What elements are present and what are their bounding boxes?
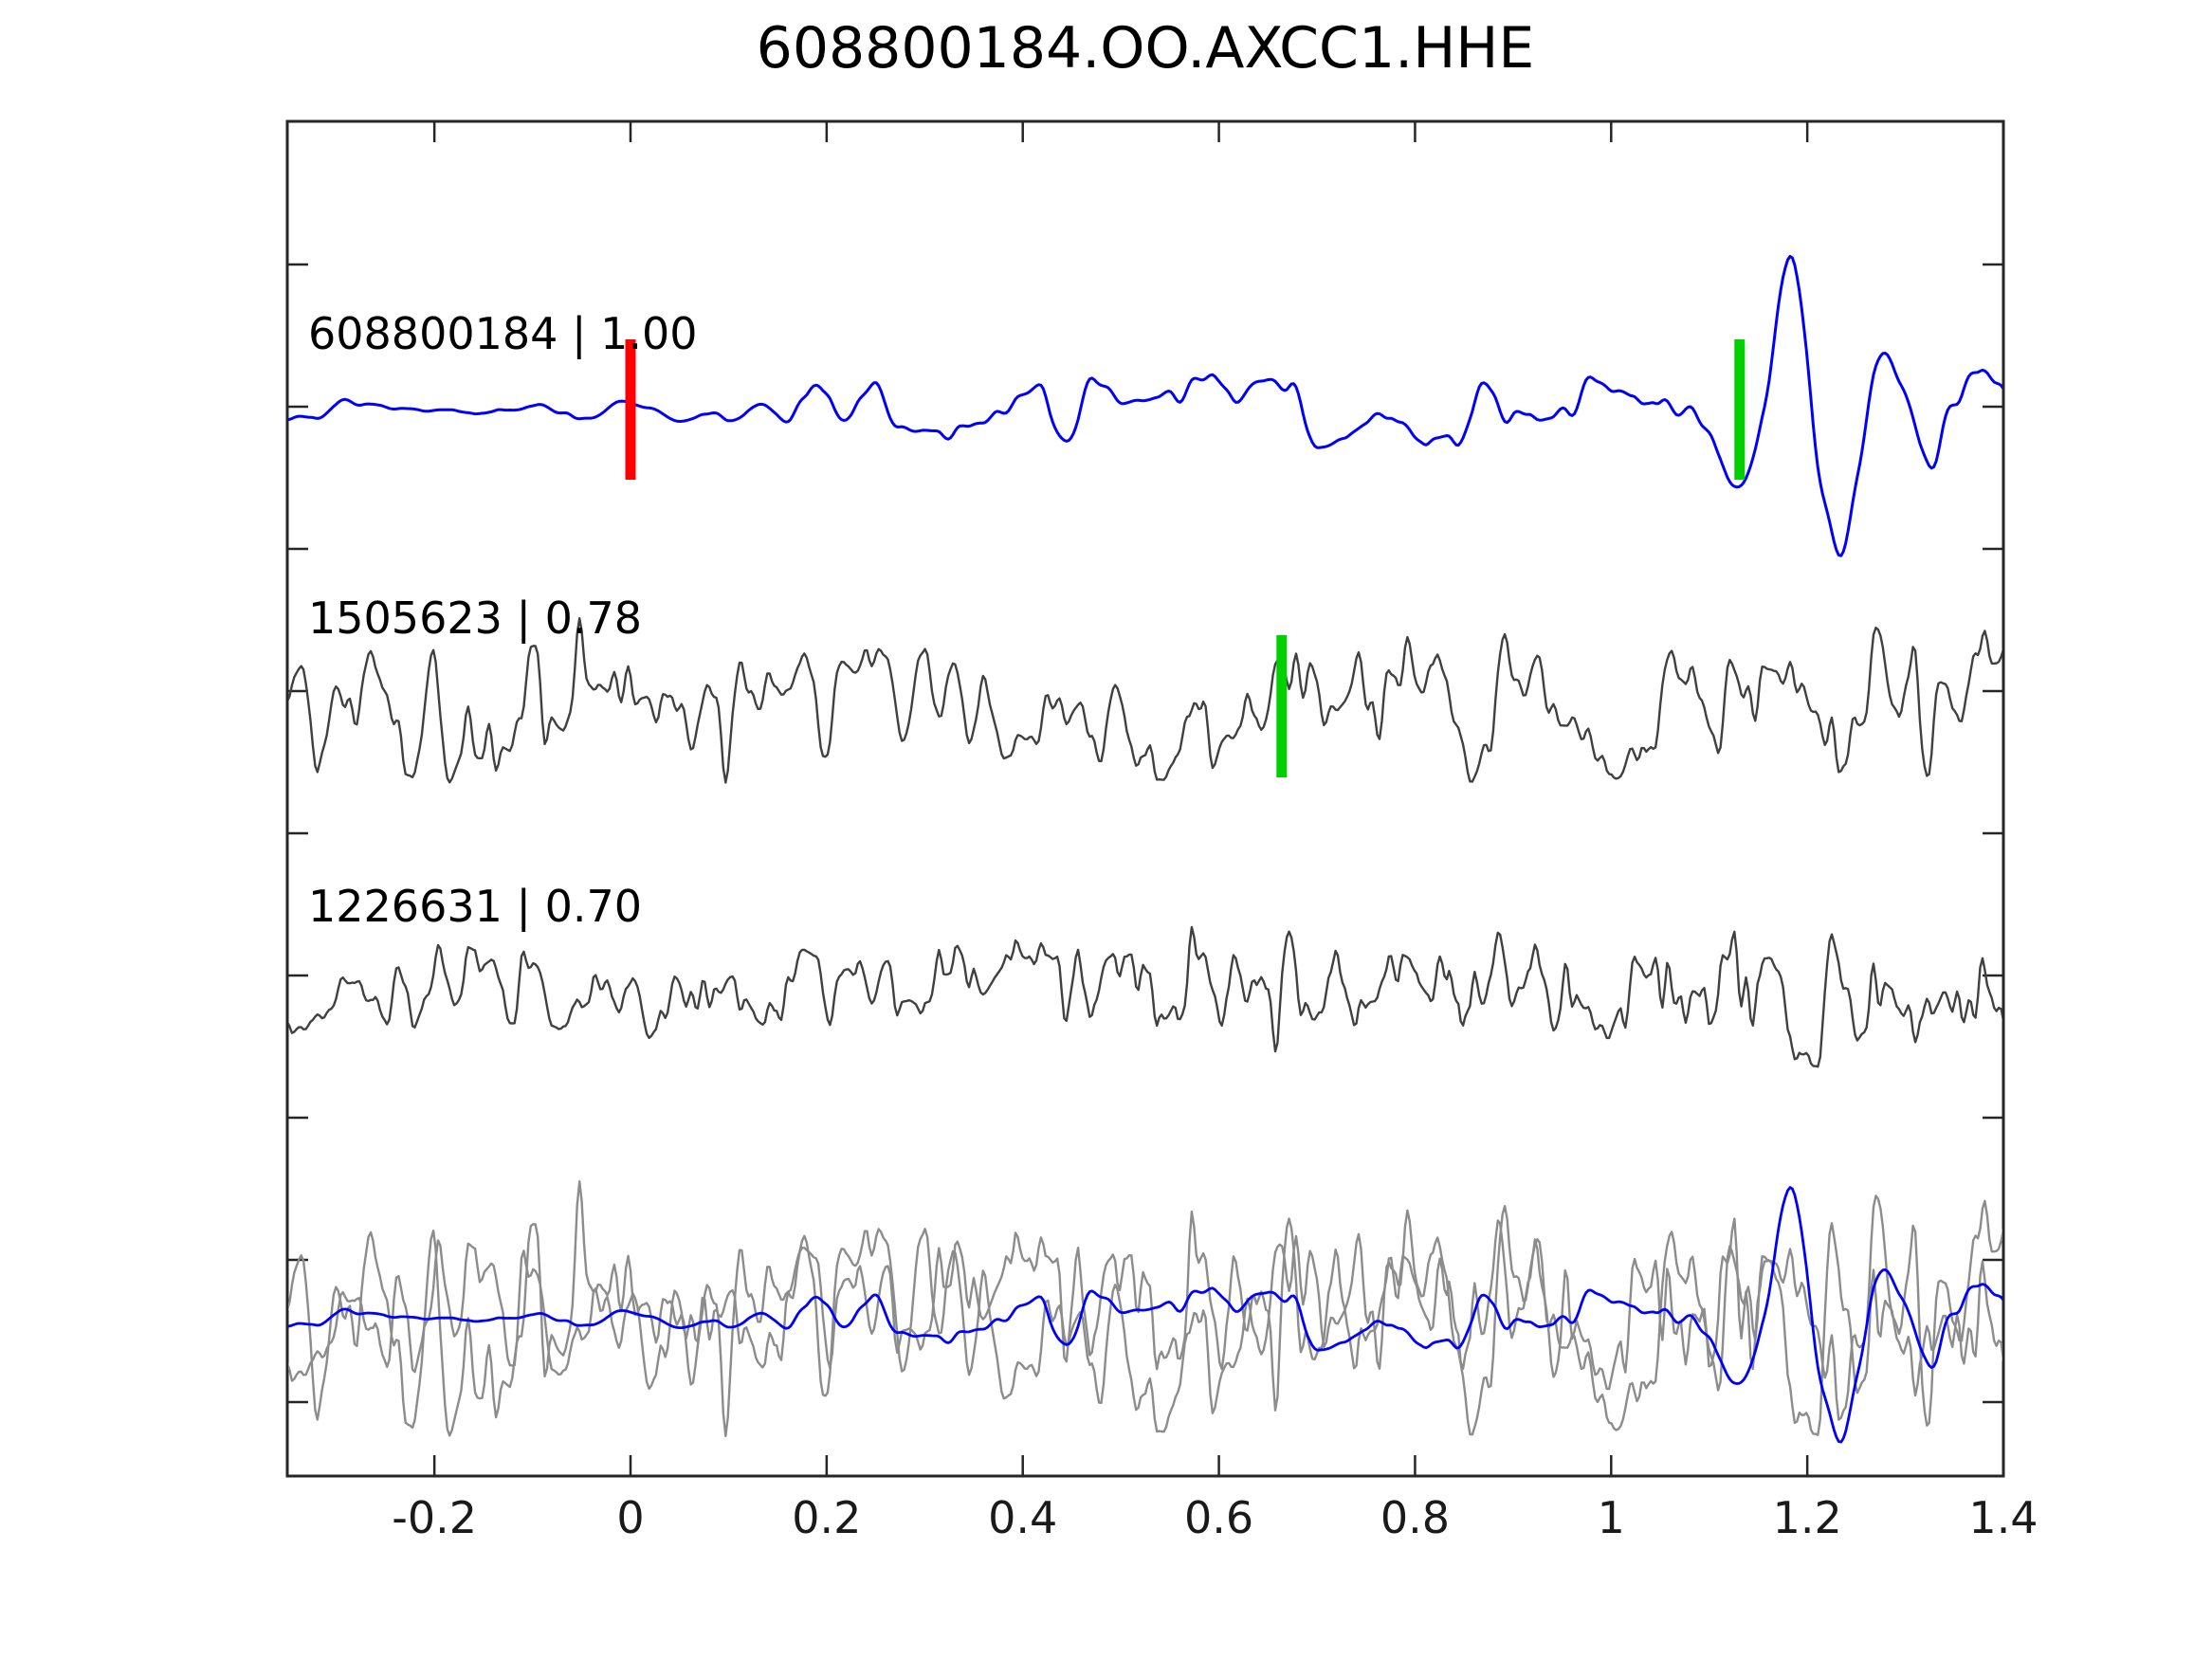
trace-label-608800184: 608800184 | 1.00: [308, 308, 698, 360]
x-tick-label: 0.2: [792, 1492, 861, 1543]
x-tick-label: 0.6: [1184, 1492, 1253, 1543]
trace-label-1226631: 1226631 | 0.70: [308, 881, 642, 933]
x-tick-label: 1: [1598, 1492, 1625, 1543]
x-tick-label: 0.8: [1380, 1492, 1450, 1543]
x-tick-label: 1.4: [1968, 1492, 2038, 1543]
ticks: [288, 122, 2005, 1475]
x-tick-label: 0: [616, 1492, 644, 1543]
origin-marker-red: [625, 339, 636, 480]
waveform-trace-608800184: [288, 254, 2002, 557]
waveform-trace-1505623: [288, 617, 2002, 784]
axes-box: [285, 119, 2005, 1478]
waveform-trace-1226631: [288, 925, 2002, 1068]
overlay-panel: [288, 1179, 2002, 1444]
x-tick-label: 0.4: [988, 1492, 1057, 1543]
trace-label-1505623: 1505623 | 0.78: [308, 592, 642, 645]
overlay-trace-1505623: [288, 1179, 2002, 1438]
chart-title: 608800184.OO.AXCC1.HHE: [756, 15, 1535, 82]
x-tick-label: -0.2: [392, 1492, 477, 1543]
pick-marker-green: [1734, 339, 1746, 480]
pick-markers: [625, 339, 1746, 777]
x-tick-label: 1.2: [1773, 1492, 1842, 1543]
trace-labels: 608800184 | 1.00 1505623 | 0.78 1226631 | …: [308, 308, 698, 933]
overlay-trace-608800184: [288, 1186, 2002, 1444]
overlay-trace-1226631: [288, 1210, 2002, 1436]
x-tick-labels: -0.2 0 0.2 0.4 0.6 0.8 1 1.2 1.4: [392, 1492, 2038, 1543]
traces: [288, 254, 2002, 1068]
pick-marker-green: [1276, 635, 1288, 777]
